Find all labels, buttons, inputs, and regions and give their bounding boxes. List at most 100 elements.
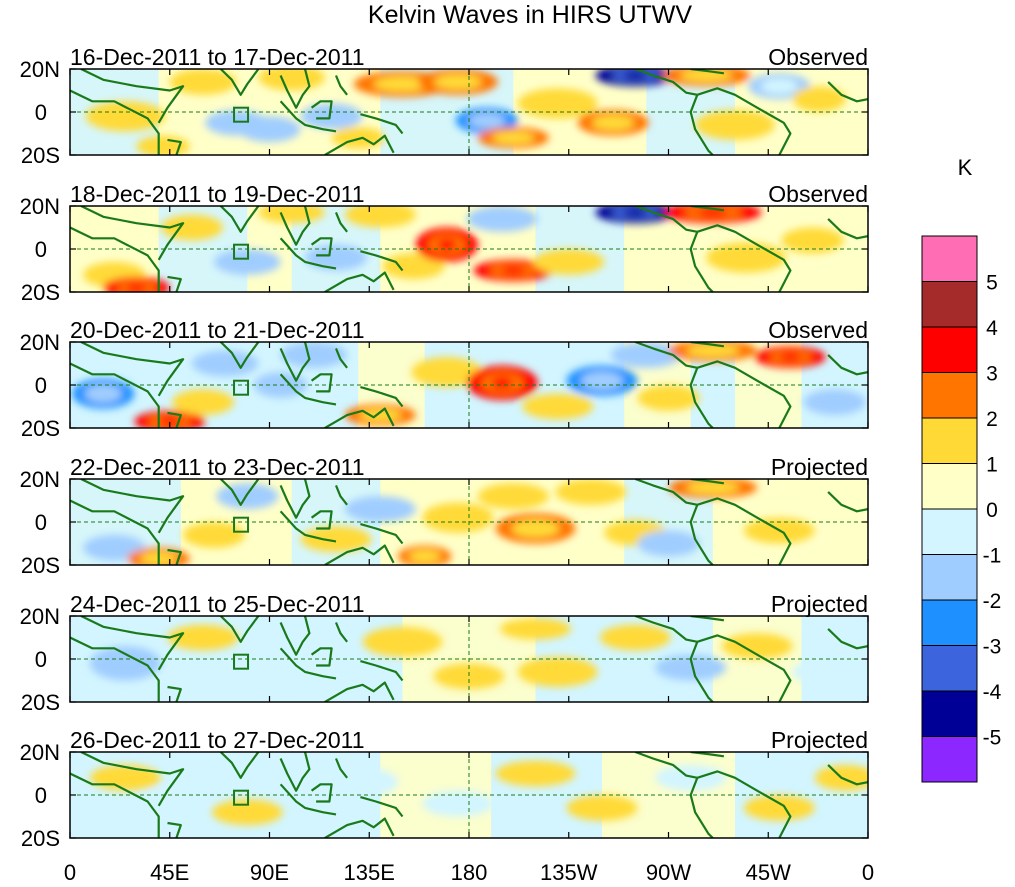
panel-6: 20N 0 20S 26-Dec-2011 to 27-Dec-2011 Project… (20, 727, 869, 851)
colorbar-swatch (921, 372, 978, 419)
x-tick-label: 135E (344, 860, 395, 885)
anomaly-blob (422, 790, 494, 817)
anomaly-blob (169, 69, 237, 95)
anomaly-blob (238, 116, 301, 143)
panel-type: Observed (768, 44, 868, 70)
coastline (334, 75, 348, 96)
figure-title: Kelvin Waves in HIRS UTWV (368, 1, 692, 29)
x-tick-label: 45E (150, 860, 189, 885)
anomaly-blob (566, 795, 638, 821)
coastline (219, 206, 260, 233)
coastline (167, 685, 182, 702)
anomaly-blob (792, 659, 855, 685)
y-tick-label: 20S (21, 143, 60, 168)
coastline (219, 69, 260, 96)
anomaly-core (760, 78, 798, 94)
coastline (634, 616, 698, 643)
coastline (696, 87, 792, 155)
y-tick-label: 20N (20, 604, 60, 629)
anomaly-core (511, 519, 560, 538)
x-tick-label: 0 (64, 860, 76, 885)
coastline (219, 616, 260, 643)
coastline (827, 81, 868, 103)
coastline (80, 206, 185, 261)
anomaly-blob (83, 534, 146, 561)
panel-date: 26-Dec-2011 to 27-Dec-2011 (70, 727, 365, 753)
anomaly-blob (318, 767, 399, 798)
colorbar-label: -2 (983, 590, 1002, 613)
x-tick-label: 135W (540, 860, 598, 885)
anomaly-peak (623, 71, 648, 80)
colorbar-swatch (921, 690, 978, 737)
anomaly-blob (362, 626, 443, 657)
coastline (689, 367, 714, 428)
coastline (70, 89, 160, 155)
anomaly-blob (85, 101, 166, 132)
coastline (80, 752, 185, 807)
y-tick-label: 20S (21, 553, 60, 578)
coastline (219, 479, 260, 506)
coastline (279, 647, 337, 680)
panel-date: 24-Dec-2011 to 25-Dec-2011 (70, 591, 365, 617)
x-tick-label: 180 (451, 860, 488, 885)
colorbar-swatch (921, 235, 978, 282)
anomaly-core (686, 481, 740, 495)
anomaly-blob (792, 86, 846, 112)
colorbar-swatch (921, 326, 978, 373)
anomaly-blob (637, 385, 700, 411)
panel-1: 20N 0 20S 16-Dec-2011 to 17-Dec-2011 Observe… (20, 44, 869, 168)
coastline (689, 777, 714, 838)
anomaly-blob (304, 244, 368, 271)
coastline (167, 411, 182, 428)
y-tick-label: 0 (35, 237, 47, 262)
colorbar-label: 3 (986, 363, 998, 386)
anomaly-blob (183, 522, 246, 548)
colorbar-swatch (921, 463, 978, 510)
colorbar-label: 1 (986, 454, 998, 477)
colorbar-label: 4 (986, 317, 998, 340)
anomaly-core (373, 76, 432, 92)
coastline (70, 499, 160, 565)
coastline (324, 817, 395, 838)
anomaly-blob (706, 242, 786, 273)
region-box (233, 106, 250, 123)
panel-type: Projected (771, 727, 868, 753)
colorbar-label: -1 (983, 545, 1002, 568)
region-box (233, 653, 250, 670)
panel-date: 18-Dec-2011 to 19-Dec-2011 (70, 181, 365, 207)
coastline (167, 548, 182, 565)
anomaly-blob (191, 350, 259, 377)
anomaly-blob (411, 357, 483, 388)
colorbar-swatch (921, 736, 978, 783)
anomaly-core (408, 549, 441, 563)
x-tick-label: 90W (646, 860, 691, 885)
anomaly-blob (300, 103, 363, 130)
y-tick-label: 20N (20, 467, 60, 492)
panel-type: Projected (771, 454, 868, 480)
coastline (634, 206, 698, 233)
coastline (279, 479, 311, 519)
anomaly-blob (637, 530, 700, 557)
anomaly-core (580, 371, 624, 390)
colorbar-swatch (921, 554, 978, 601)
coastline (696, 224, 792, 292)
x-tick-label: 0 (862, 860, 874, 885)
anomaly-blob (136, 135, 190, 155)
region-box (233, 516, 250, 533)
coastline (279, 69, 311, 109)
coastline (279, 237, 337, 270)
anomaly-blob (695, 109, 775, 140)
coastline (689, 94, 714, 155)
anomaly-peak (491, 376, 513, 389)
coastline (689, 231, 714, 292)
colorbar-swatch (921, 645, 978, 692)
coastline (634, 752, 698, 779)
anomaly-blob (214, 249, 281, 275)
y-tick-label: 20S (21, 280, 60, 305)
colorbar-label: -4 (983, 681, 1002, 704)
coastline (324, 407, 395, 428)
anomaly-blob (382, 253, 445, 280)
coastline (279, 342, 311, 382)
anomaly-blob (344, 206, 416, 228)
